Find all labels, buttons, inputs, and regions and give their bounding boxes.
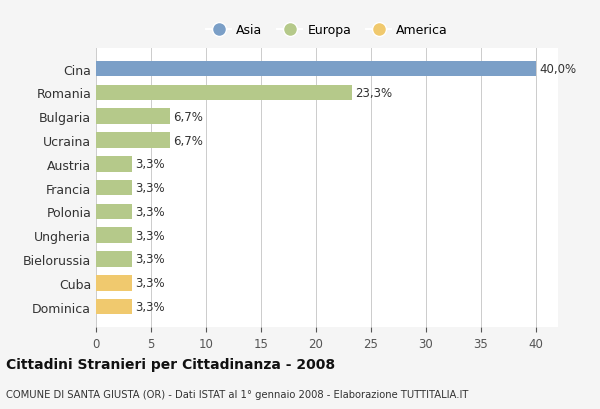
Text: 3,3%: 3,3% <box>136 276 165 290</box>
Bar <box>96 180 133 196</box>
Text: 6,7%: 6,7% <box>173 110 203 124</box>
Bar <box>96 109 170 125</box>
Text: 3,3%: 3,3% <box>136 205 165 218</box>
Text: Cittadini Stranieri per Cittadinanza - 2008: Cittadini Stranieri per Cittadinanza - 2… <box>6 357 335 371</box>
Text: 3,3%: 3,3% <box>136 158 165 171</box>
Bar <box>96 133 170 148</box>
Bar <box>96 275 133 291</box>
Legend: Asia, Europa, America: Asia, Europa, America <box>201 19 453 42</box>
Bar <box>96 228 133 243</box>
Text: 3,3%: 3,3% <box>136 253 165 266</box>
Bar <box>96 299 133 315</box>
Text: 3,3%: 3,3% <box>136 182 165 195</box>
Text: 3,3%: 3,3% <box>136 300 165 313</box>
Text: 23,3%: 23,3% <box>356 87 393 100</box>
Text: 40,0%: 40,0% <box>539 63 577 76</box>
Bar <box>96 204 133 220</box>
Bar <box>96 85 352 101</box>
Text: COMUNE DI SANTA GIUSTA (OR) - Dati ISTAT al 1° gennaio 2008 - Elaborazione TUTTI: COMUNE DI SANTA GIUSTA (OR) - Dati ISTAT… <box>6 389 469 399</box>
Bar <box>96 62 536 77</box>
Text: 6,7%: 6,7% <box>173 134 203 147</box>
Bar <box>96 157 133 172</box>
Text: 3,3%: 3,3% <box>136 229 165 242</box>
Bar <box>96 252 133 267</box>
